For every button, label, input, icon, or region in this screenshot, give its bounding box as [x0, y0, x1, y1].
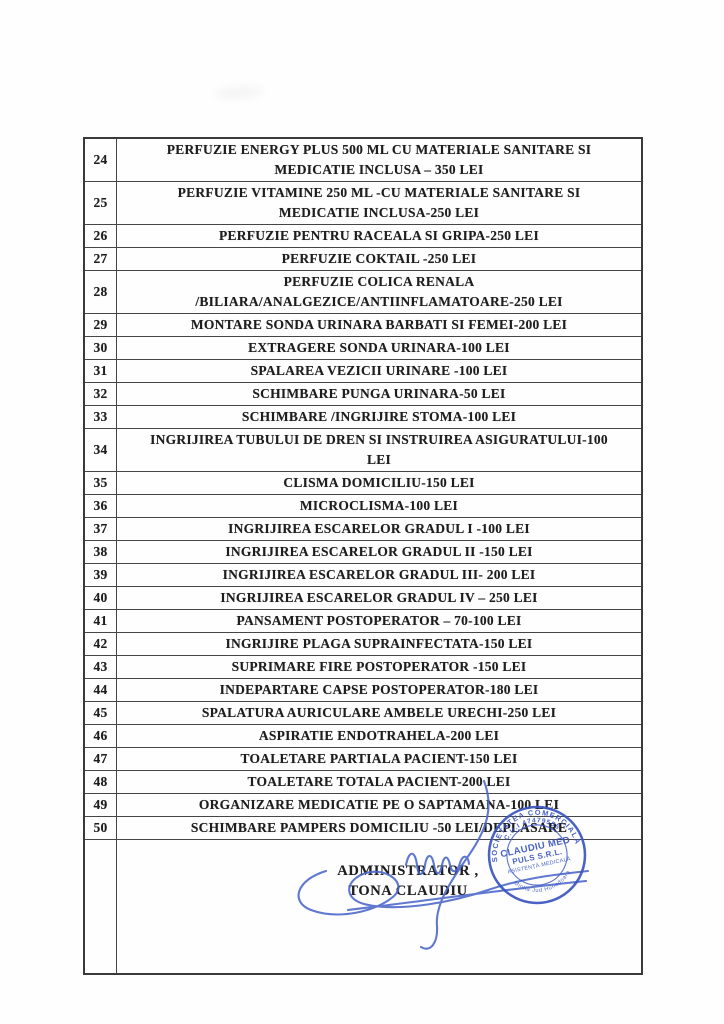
row-number-cell: 41 [85, 610, 117, 632]
table-row: 44 INDEPARTARE CAPSE POSTOPERATOR-180 LE… [85, 679, 641, 702]
row-number-cell: 40 [85, 587, 117, 609]
table-row: 30 EXTRAGERE SONDA URINARA-100 LEI [85, 337, 641, 360]
table-row: 41 PANSAMENT POSTOPERATOR – 70-100 LEI [85, 610, 641, 633]
table-row: 34 INGRIJIREA TUBULUI DE DREN SI INSTRUI… [85, 429, 641, 472]
service-description-cell: INGRIJIREA ESCARELOR GRADUL III- 200 LEI [222, 567, 536, 582]
row-number-cell: 27 [85, 248, 117, 270]
table-row: 39 INGRIJIREA ESCARELOR GRADUL III- 200 … [85, 564, 641, 587]
row-number-cell: 34 [85, 429, 117, 471]
table-row: 46 ASPIRATIE ENDOTRAHELA-200 LEI [85, 725, 641, 748]
service-description-cell: TOALETARE PARTIALA PACIENT-150 LEI [240, 751, 518, 766]
signature-block: ADMINISTRATOR , TONA CLAUDIU [85, 840, 641, 973]
row-number-cell: 47 [85, 748, 117, 770]
table-row: 29 MONTARE SONDA URINARA BARBATI SI FEME… [85, 314, 641, 337]
row-number-cell: 48 [85, 771, 117, 793]
table-row: 26 PERFUZIE PENTRU RACEALA SI GRIPA-250 … [85, 225, 641, 248]
table-row: 49 ORGANIZARE MEDICATIE PE O SAPTAMANA-1… [85, 794, 641, 817]
administrator-block: ADMINISTRATOR , TONA CLAUDIU [146, 861, 670, 901]
service-description-cell: INDEPARTARE CAPSE POSTOPERATOR-180 LEI [219, 682, 539, 697]
row-number-cell: 45 [85, 702, 117, 724]
table-row: 24 PERFUZIE ENERGY PLUS 500 ML CU MATERI… [85, 139, 641, 182]
administrator-name: TONA CLAUDIU [348, 883, 468, 899]
service-description-cell: INGRIJIREA ESCARELOR GRADUL II -150 LEI [225, 544, 533, 559]
service-description-cell: SCHIMBARE PAMPERS DOMICILIU -50 LEI/DEPL… [190, 820, 568, 835]
service-description-cell: PERFUZIE COKTAIL -250 LEI [281, 251, 477, 266]
administrator-title: ADMINISTRATOR , [337, 863, 479, 879]
service-description-cell: SCHIMBARE PUNGA URINARA-50 LEI [252, 386, 506, 401]
service-description-cell: SPALAREA VEZICII URINARE -100 LEI [250, 363, 508, 378]
table-row: 40 INGRIJIREA ESCARELOR GRADUL IV – 250 … [85, 587, 641, 610]
service-description-cell: INGRIJIREA ESCARELOR GRADUL IV – 250 LEI [220, 590, 538, 605]
service-description-cell: ASPIRATIE ENDOTRAHELA-200 LEI [258, 728, 500, 743]
row-number-cell: 33 [85, 406, 117, 428]
service-description-cell: INGRIJIRE PLAGA SUPRAINFECTATA-150 LEI [225, 636, 533, 651]
table-row: 32 SCHIMBARE PUNGA URINARA-50 LEI [85, 383, 641, 406]
table-row: 43 SUPRIMARE FIRE POSTOPERATOR -150 LEI [85, 656, 641, 679]
row-number-cell: 26 [85, 225, 117, 247]
table-body: 24 PERFUZIE ENERGY PLUS 500 ML CU MATERI… [85, 139, 641, 840]
service-description-cell: MONTARE SONDA URINARA BARBATI SI FEMEI-2… [190, 317, 568, 332]
row-number-cell: 42 [85, 633, 117, 655]
service-description-cell: ORGANIZARE MEDICATIE PE O SAPTAMANA-100 … [198, 797, 560, 812]
service-description-cell: SUPRIMARE FIRE POSTOPERATOR -150 LEI [231, 659, 527, 674]
row-number-cell: 43 [85, 656, 117, 678]
row-number-cell: 46 [85, 725, 117, 747]
table-row: 38 INGRIJIREA ESCARELOR GRADUL II -150 L… [85, 541, 641, 564]
table-row: 25 PERFUZIE VITAMINE 250 ML -CU MATERIAL… [85, 182, 641, 225]
service-description-cell: PERFUZIE PENTRU RACEALA SI GRIPA-250 LEI [219, 228, 539, 243]
row-number-cell: 24 [85, 139, 117, 181]
service-description-cell: PERFUZIE VITAMINE 250 ML -CU MATERIALE S… [177, 185, 581, 220]
table-row: 48 TOALETARE TOTALA PACIENT-200 LEI [85, 771, 641, 794]
row-number-cell: 35 [85, 472, 117, 494]
row-number-cell: 37 [85, 518, 117, 540]
row-number-cell: 32 [85, 383, 117, 405]
table-row: 33 SCHIMBARE /INGRIJIRE STOMA-100 LEI [85, 406, 641, 429]
service-description-cell: SPALATURA AURICULARE AMBELE URECHI-250 L… [201, 705, 557, 720]
row-number-cell: 25 [85, 182, 117, 224]
row-number-cell: 28 [85, 271, 117, 313]
service-description-cell: PERFUZIE ENERGY PLUS 500 ML CU MATERIALE… [166, 142, 592, 177]
table-row: 35 CLISMA DOMICILIU-150 LEI [85, 472, 641, 495]
row-number-cell: 38 [85, 541, 117, 563]
table-row: 31 SPALAREA VEZICII URINARE -100 LEI [85, 360, 641, 383]
table-row: 27 PERFUZIE COKTAIL -250 LEI [85, 248, 641, 271]
table-row: 28 PERFUZIE COLICA RENALA /BILIARA/ANALG… [85, 271, 641, 314]
table-row: 42 INGRIJIRE PLAGA SUPRAINFECTATA-150 LE… [85, 633, 641, 656]
row-number-cell: 39 [85, 564, 117, 586]
row-number-cell: 44 [85, 679, 117, 701]
service-description-cell: MICROCLISMA-100 LEI [299, 498, 459, 513]
table-row: 47 TOALETARE PARTIALA PACIENT-150 LEI [85, 748, 641, 771]
table-row: 50 SCHIMBARE PAMPERS DOMICILIU -50 LEI/D… [85, 817, 641, 840]
service-description-cell: PANSAMENT POSTOPERATOR – 70-100 LEI [236, 613, 522, 628]
service-description-cell: INGRIJIREA TUBULUI DE DREN SI INSTRUIREA… [150, 432, 608, 467]
scan-smudge [214, 84, 264, 101]
service-description-cell: TOALETARE TOTALA PACIENT-200 LEI [247, 774, 511, 789]
table-row: 45 SPALATURA AURICULARE AMBELE URECHI-25… [85, 702, 641, 725]
row-number-cell: 49 [85, 794, 117, 816]
service-description-cell: EXTRAGERE SONDA URINARA-100 LEI [248, 340, 510, 355]
row-number-cell: 36 [85, 495, 117, 517]
table-row: 36 MICROCLISMA-100 LEI [85, 495, 641, 518]
row-number-cell: 29 [85, 314, 117, 336]
footer-cell: ADMINISTRATOR , TONA CLAUDIU [117, 840, 641, 973]
row-number-cell: 50 [85, 817, 117, 839]
table-row: 37 INGRIJIREA ESCARELOR GRADUL I -100 LE… [85, 518, 641, 541]
row-number-cell: 31 [85, 360, 117, 382]
service-description-cell: INGRIJIREA ESCARELOR GRADUL I -100 LEI [228, 521, 530, 536]
price-table: 24 PERFUZIE ENERGY PLUS 500 ML CU MATERI… [83, 137, 643, 975]
row-number-cell [85, 840, 117, 973]
row-number-cell: 30 [85, 337, 117, 359]
service-description-cell: SCHIMBARE /INGRIJIRE STOMA-100 LEI [241, 409, 517, 424]
service-description-cell: PERFUZIE COLICA RENALA /BILIARA/ANALGEZI… [195, 274, 563, 309]
service-description-cell: CLISMA DOMICILIU-150 LEI [283, 475, 475, 490]
